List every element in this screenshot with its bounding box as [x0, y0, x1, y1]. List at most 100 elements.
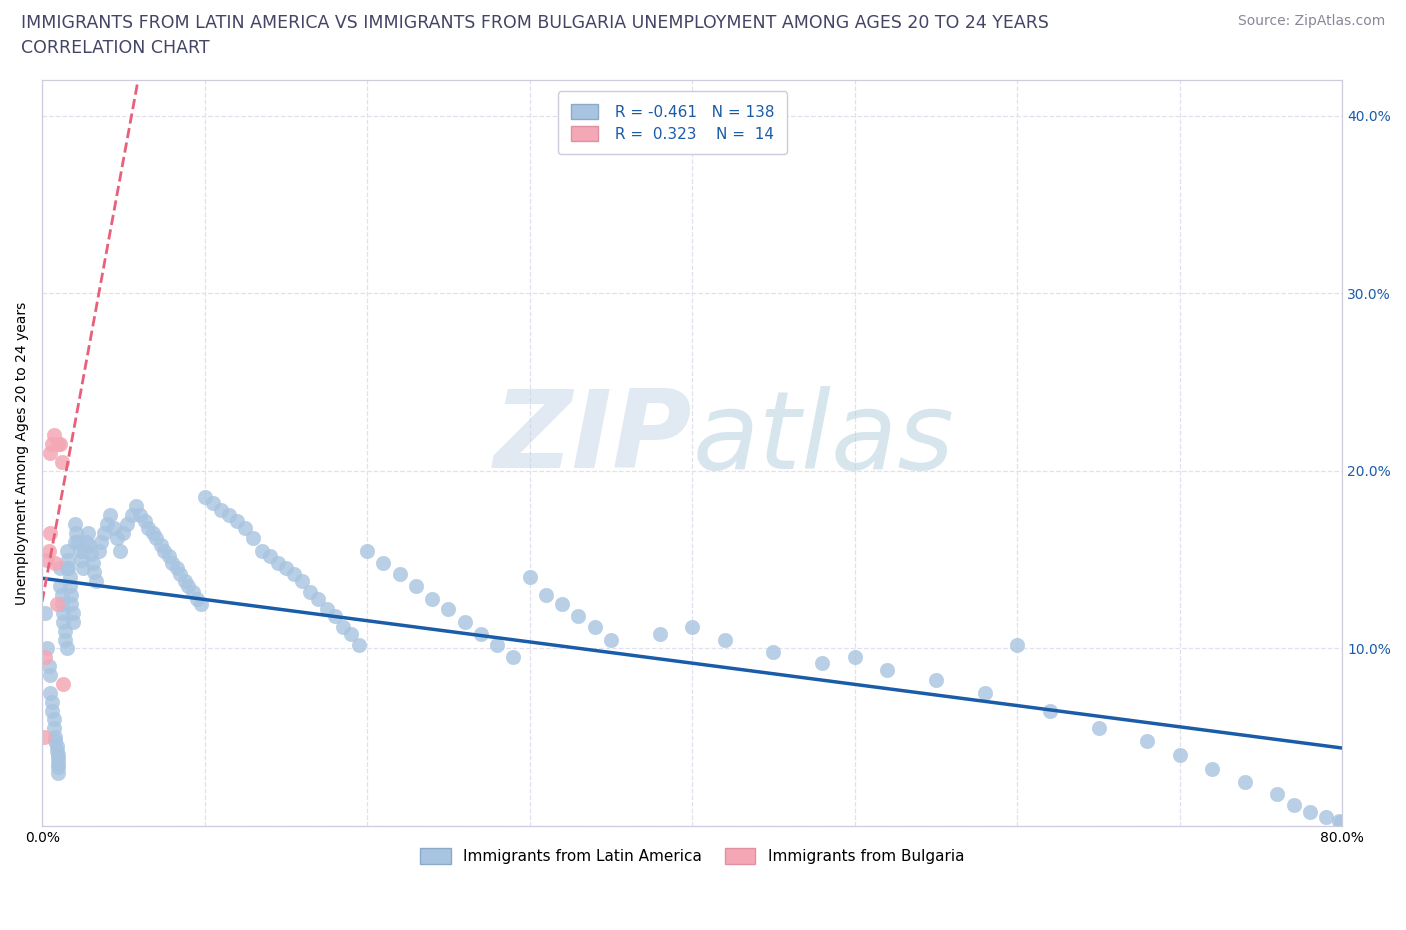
Point	[681, 619, 703, 634]
Point	[76, 525, 98, 540]
Point	[356, 543, 378, 558]
Point	[41, 695, 63, 710]
Point	[38, 543, 60, 558]
Point	[1315, 810, 1337, 825]
Text: ZIP: ZIP	[494, 385, 692, 491]
Point	[1201, 762, 1223, 777]
Point	[420, 591, 443, 606]
Point	[250, 543, 273, 558]
Text: Source: ZipAtlas.com: Source: ZipAtlas.com	[1237, 14, 1385, 28]
Point	[121, 508, 143, 523]
Point	[811, 655, 834, 670]
Point	[242, 531, 264, 546]
Point	[41, 703, 63, 718]
Point	[283, 566, 305, 581]
Point	[53, 623, 76, 638]
Point	[87, 543, 110, 558]
Point	[142, 525, 165, 540]
Point	[876, 662, 898, 677]
Point	[186, 591, 208, 606]
Point	[34, 605, 56, 620]
Point	[65, 525, 87, 540]
Point	[100, 508, 122, 523]
Point	[1282, 797, 1305, 812]
Point	[157, 549, 180, 564]
Text: IMMIGRANTS FROM LATIN AMERICA VS IMMIGRANTS FROM BULGARIA UNEMPLOYMENT AMONG AGE: IMMIGRANTS FROM LATIN AMERICA VS IMMIGRA…	[21, 14, 1049, 32]
Point	[136, 520, 159, 535]
Point	[1233, 774, 1256, 789]
Point	[405, 578, 427, 593]
Point	[55, 641, 77, 656]
Point	[340, 627, 363, 642]
Point	[44, 556, 66, 571]
Point	[96, 517, 118, 532]
Point	[66, 535, 89, 550]
Point	[51, 455, 73, 470]
Point	[55, 543, 77, 558]
Point	[153, 543, 176, 558]
Legend: Immigrants from Latin America, Immigrants from Bulgaria: Immigrants from Latin America, Immigrant…	[415, 843, 970, 870]
Point	[39, 685, 62, 700]
Point	[59, 570, 82, 585]
Point	[519, 570, 541, 585]
Point	[551, 596, 574, 611]
Point	[70, 552, 93, 567]
Point	[49, 578, 72, 593]
Point	[1168, 748, 1191, 763]
Point	[90, 535, 112, 550]
Point	[51, 588, 73, 603]
Point	[93, 525, 115, 540]
Point	[35, 552, 58, 567]
Point	[52, 676, 75, 691]
Point	[42, 712, 65, 727]
Point	[648, 627, 671, 642]
Point	[63, 535, 86, 550]
Text: CORRELATION CHART: CORRELATION CHART	[21, 39, 209, 57]
Point	[82, 556, 104, 571]
Point	[60, 588, 83, 603]
Point	[39, 668, 62, 683]
Point	[84, 574, 107, 589]
Point	[55, 561, 77, 576]
Point	[49, 561, 72, 576]
Point	[274, 561, 297, 576]
Point	[169, 566, 191, 581]
Point	[62, 615, 84, 630]
Point	[44, 734, 66, 749]
Point	[502, 650, 524, 665]
Point	[44, 730, 66, 745]
Point	[470, 627, 492, 642]
Point	[45, 744, 67, 759]
Point	[39, 445, 62, 460]
Point	[128, 508, 150, 523]
Point	[48, 756, 70, 771]
Point	[233, 520, 256, 535]
Point	[166, 561, 188, 576]
Point	[38, 658, 60, 673]
Point	[145, 531, 167, 546]
Point	[315, 602, 337, 617]
Point	[308, 591, 330, 606]
Point	[45, 596, 67, 611]
Point	[762, 644, 785, 659]
Point	[388, 566, 411, 581]
Point	[218, 508, 240, 523]
Point	[1327, 813, 1350, 828]
Point	[713, 632, 735, 647]
Point	[58, 561, 80, 576]
Point	[63, 517, 86, 532]
Point	[105, 531, 128, 546]
Point	[259, 549, 281, 564]
Point	[267, 556, 290, 571]
Point	[194, 490, 217, 505]
Point	[226, 513, 249, 528]
Point	[209, 502, 232, 517]
Point	[437, 602, 460, 617]
Y-axis label: Unemployment Among Ages 20 to 24 years: Unemployment Among Ages 20 to 24 years	[15, 301, 30, 604]
Point	[323, 609, 346, 624]
Point	[48, 760, 70, 775]
Point	[1039, 703, 1062, 718]
Point	[534, 588, 557, 603]
Point	[1265, 787, 1288, 802]
Point	[125, 498, 148, 513]
